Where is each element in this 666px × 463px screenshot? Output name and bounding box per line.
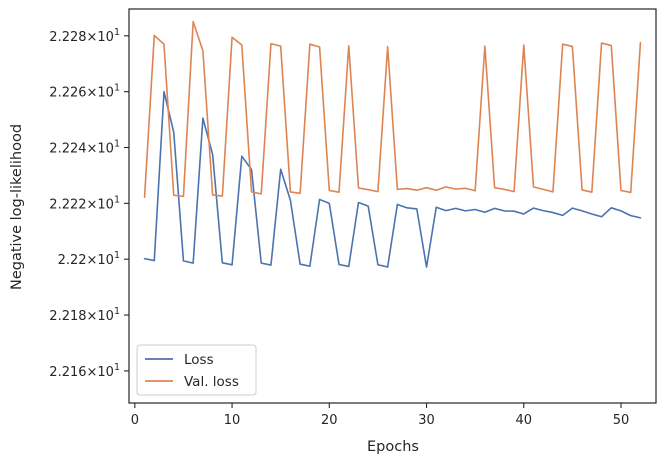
y-tick-label: 2.226×101 bbox=[49, 83, 120, 101]
legend-box bbox=[136, 344, 257, 396]
y-tick-label: 2.22×101 bbox=[58, 250, 120, 268]
plot-area bbox=[143, 20, 642, 268]
legend-label-0: Loss bbox=[184, 352, 214, 368]
plot-frame bbox=[128, 8, 657, 404]
axes: 0 10 20 30 40 50 2.216×101 2.218×101 2.22×101 2.2… bbox=[49, 8, 657, 428]
y-tick-label: 2.228×101 bbox=[49, 27, 120, 45]
y-tick-label: 2.222×101 bbox=[49, 194, 120, 212]
legend-label-1: Val. loss bbox=[184, 374, 239, 390]
legend: Loss Val. loss bbox=[136, 344, 257, 396]
x-tick-label: 20 bbox=[321, 413, 338, 428]
x-tick-label: 10 bbox=[224, 413, 241, 428]
series-line-1 bbox=[143, 20, 642, 198]
y-axis-label: Negative log-likelihood bbox=[9, 124, 25, 290]
x-tick-label: 40 bbox=[515, 413, 532, 428]
y-tick-label: 2.216×101 bbox=[49, 362, 120, 380]
series-line-0 bbox=[143, 90, 642, 268]
y-tick-label: 2.218×101 bbox=[49, 306, 120, 324]
x-axis-label: Epochs bbox=[367, 439, 419, 455]
x-tick-label: 30 bbox=[418, 413, 435, 428]
y-tick-label: 2.224×101 bbox=[49, 139, 120, 157]
x-tick-label: 0 bbox=[131, 413, 139, 428]
x-tick-label: 50 bbox=[613, 413, 630, 428]
